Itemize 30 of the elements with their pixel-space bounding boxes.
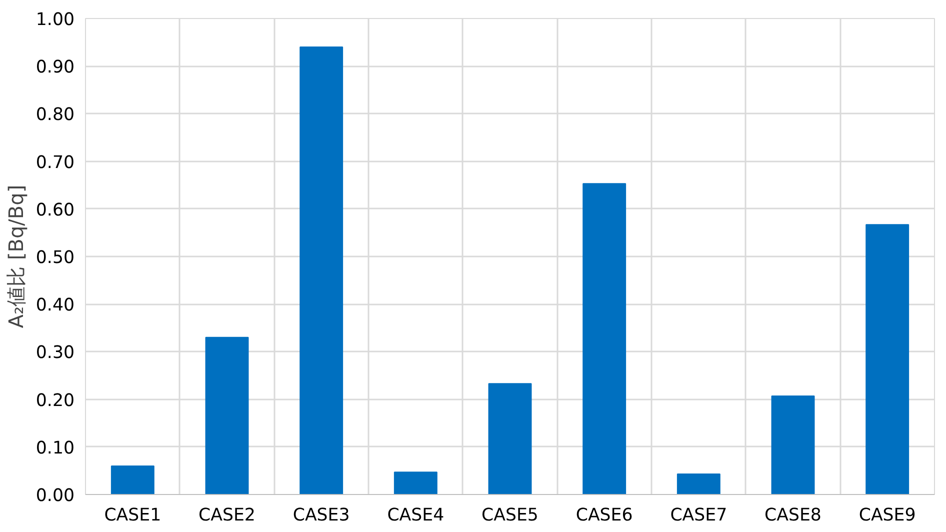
x-tick-label: CASE8: [764, 506, 822, 526]
y-tick-label: 0.70: [36, 152, 75, 173]
x-tick-label: CASE2: [198, 506, 256, 526]
bar: [394, 472, 438, 494]
y-tick-label: 0.60: [36, 200, 75, 220]
x-tick-label: CASE9: [858, 506, 916, 526]
bar: [205, 336, 249, 494]
x-tick-label: CASE3: [292, 506, 350, 526]
bar: [110, 465, 154, 494]
bar: [771, 395, 815, 494]
x-tick-label: CASE6: [576, 506, 633, 526]
y-tick-label: 0.90: [36, 58, 75, 78]
y-tick-label: 0.80: [36, 105, 75, 126]
y-tick-label: 0.30: [36, 343, 75, 364]
y-tick-label: 0.10: [36, 438, 75, 458]
x-tick-label: CASE7: [670, 506, 728, 526]
x-tick-label: CASE1: [104, 506, 162, 526]
x-tick-label: CASE5: [482, 506, 538, 526]
y-tick-label: 0.00: [36, 486, 75, 506]
y-tick-label: 0.20: [36, 390, 75, 411]
bar: [582, 183, 626, 494]
bar: [866, 224, 910, 494]
bar: [488, 383, 532, 494]
y-tick-label: 1.00: [36, 10, 75, 30]
y-tick-label: 0.50: [36, 248, 75, 268]
y-axis-title: A₂値比 [Bq/Bq]: [4, 184, 28, 328]
y-tick-label: 0.40: [36, 296, 75, 316]
x-tick-label: CASE4: [387, 506, 444, 526]
bar: [300, 46, 344, 494]
bar: [676, 474, 720, 494]
